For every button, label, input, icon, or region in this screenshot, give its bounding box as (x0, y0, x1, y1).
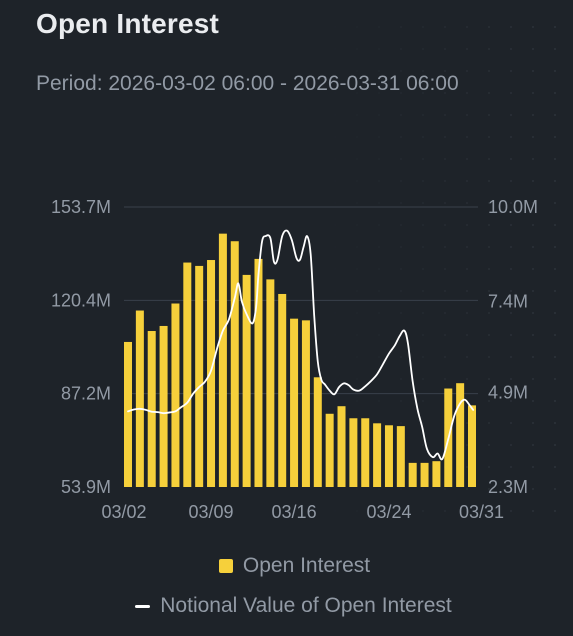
oi-bar[interactable] (420, 462, 429, 487)
oi-bar[interactable] (290, 318, 299, 487)
legend-label-notional-value: Notional Value of Open Interest (160, 594, 452, 617)
x-axis-tick-label: 03/09 (189, 502, 234, 522)
right-axis-tick-label: 4.9M (488, 382, 528, 402)
open-interest-bars (124, 233, 476, 487)
left-axis-tick-label: 153.7M (51, 197, 111, 217)
x-axis-tick-label: 03/02 (101, 502, 146, 522)
oi-bar[interactable] (171, 303, 180, 487)
open-interest-swatch (218, 559, 233, 573)
legend-label-open-interest: Open Interest (242, 554, 371, 577)
oi-bar[interactable] (337, 406, 346, 487)
right-axis-tick-label: 10.0M (488, 197, 538, 217)
left-y-axis: 153.7M 120.4M 87.2M 53.9M (51, 197, 111, 497)
oi-bar[interactable] (266, 279, 275, 487)
open-interest-chart: 153.7M 120.4M 87.2M 53.9M 10.0M 7.4M 4.9M 2.3M… (51, 197, 538, 522)
oi-bar[interactable] (207, 260, 216, 487)
oi-bar[interactable] (408, 462, 417, 487)
oi-bar[interactable] (301, 320, 310, 487)
oi-bar[interactable] (135, 310, 144, 487)
oi-bar[interactable] (396, 426, 405, 487)
x-axis: 03/02 03/09 03/16 03/24 03/31 (101, 502, 504, 522)
oi-bar[interactable] (373, 423, 382, 487)
right-y-axis: 10.0M 7.4M 4.9M 2.3M (488, 197, 538, 497)
x-axis-tick-label: 03/31 (459, 502, 504, 522)
oi-bar[interactable] (218, 233, 227, 487)
right-axis-tick-label: 2.3M (488, 477, 528, 497)
x-axis-tick-label: 03/24 (366, 502, 411, 522)
oi-bar[interactable] (230, 241, 239, 487)
oi-bar[interactable] (159, 325, 168, 487)
oi-bar[interactable] (195, 265, 204, 487)
oi-bar[interactable] (147, 331, 156, 487)
gridlines (124, 206, 478, 395)
left-axis-tick-label: 120.4M (51, 290, 111, 310)
oi-bar[interactable] (278, 293, 287, 487)
legend-item-open-interest[interactable]: Open Interest (0, 554, 573, 578)
left-axis-tick-label: 87.2M (61, 384, 111, 404)
oi-bar[interactable] (254, 258, 263, 487)
oi-bar[interactable] (183, 262, 192, 487)
notional-value-swatch (135, 604, 151, 608)
left-axis-tick-label: 53.9M (61, 477, 111, 497)
oi-bar[interactable] (384, 425, 393, 487)
oi-bar[interactable] (325, 413, 334, 487)
oi-bar[interactable] (468, 405, 476, 487)
oi-bar[interactable] (124, 341, 132, 487)
oi-bar[interactable] (313, 377, 322, 487)
oi-bar[interactable] (242, 274, 251, 487)
legend-item-notional-value[interactable]: Notional Value of Open Interest (0, 594, 573, 618)
oi-bar[interactable] (361, 418, 370, 487)
oi-bar[interactable] (456, 383, 465, 487)
right-axis-tick-label: 7.4M (488, 292, 528, 312)
x-axis-tick-label: 03/16 (272, 502, 317, 522)
oi-bar[interactable] (432, 461, 441, 487)
notional-value-line (127, 229, 475, 461)
oi-bar[interactable] (349, 418, 358, 487)
